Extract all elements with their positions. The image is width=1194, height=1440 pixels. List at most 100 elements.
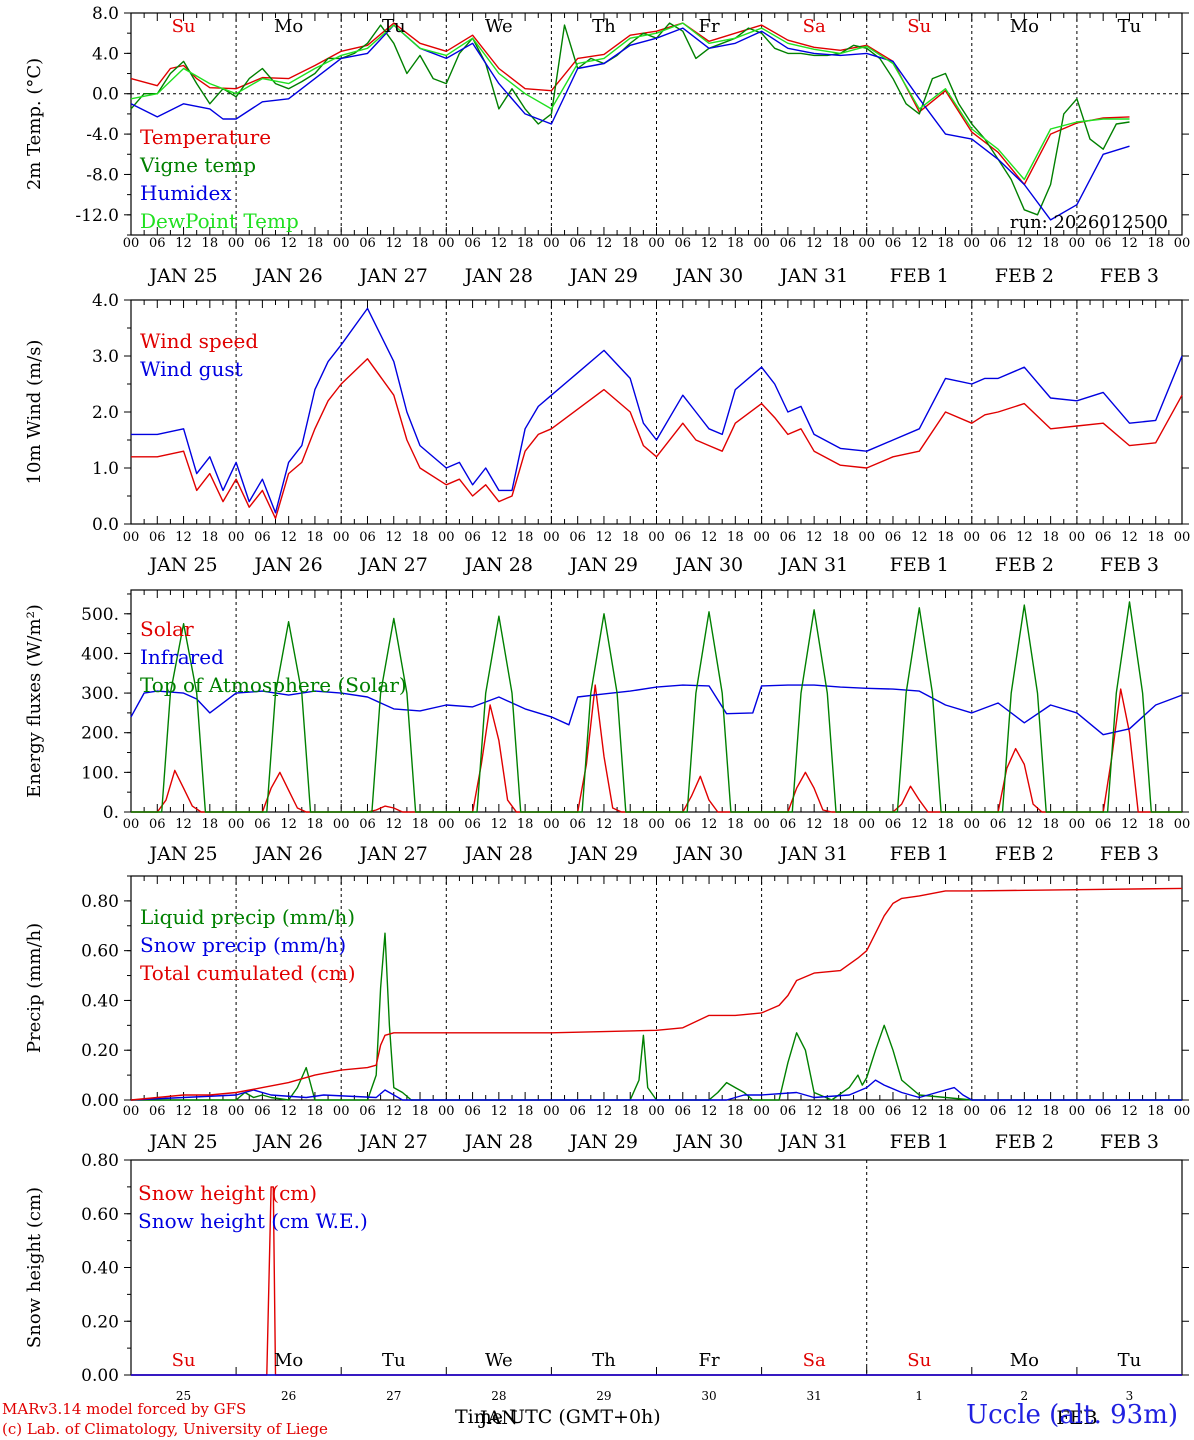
- y-tick-label: 3.0: [92, 347, 119, 367]
- legend-entry: Humidex: [140, 181, 232, 205]
- hour-tick-label: 12: [1016, 1104, 1033, 1119]
- weekday-label: Tu: [382, 1350, 406, 1371]
- weekday-label: Su: [172, 1350, 196, 1371]
- hour-tick-label: 06: [780, 530, 797, 545]
- weekday-label: Mo: [1010, 1350, 1039, 1371]
- hour-tick-label: 06: [254, 1104, 271, 1119]
- day-label: JAN 27: [358, 554, 428, 576]
- hour-tick-label: 12: [1016, 530, 1033, 545]
- day-label: FEB 1: [890, 265, 949, 287]
- weekday-label: Mo: [1010, 16, 1039, 37]
- y-tick-label: 0.60: [81, 1205, 119, 1225]
- weekday-label: Th: [592, 1350, 616, 1371]
- series-line-temperature: [130, 22, 1130, 186]
- y-tick-label: -4.0: [86, 125, 119, 145]
- hour-tick-label: 00: [964, 1104, 981, 1119]
- hour-tick-label: 18: [202, 817, 219, 832]
- hour-tick-label: 18: [727, 1104, 744, 1119]
- hour-tick-label: 06: [569, 1104, 586, 1119]
- hour-tick-label: 12: [701, 530, 718, 545]
- series-line-wind-gust: [131, 307, 1183, 514]
- y-tick-label: 0.20: [81, 1312, 119, 1332]
- hour-tick-label: 18: [622, 236, 639, 251]
- series-line-vigne-temp: [130, 22, 1130, 216]
- y-axis-label: Precip (mm/h): [24, 923, 45, 1053]
- weekday-label: Su: [907, 1350, 931, 1371]
- hour-tick-label: 18: [937, 817, 954, 832]
- day-label: FEB 3: [1100, 265, 1159, 287]
- hour-tick-label: 00: [543, 530, 560, 545]
- hour-tick-label: 06: [885, 236, 902, 251]
- y-axis-label: 10m Wind (m/s): [24, 340, 45, 485]
- series-line-top-of-atmosphere-solar: [131, 601, 1182, 813]
- x-axis-title: Time UTC (GMT+0h): [455, 1406, 661, 1428]
- hour-tick-label: 18: [412, 817, 429, 832]
- hour-tick-label: 18: [1147, 236, 1164, 251]
- hour-tick-label: 12: [385, 817, 402, 832]
- hour-tick-label: 06: [149, 1104, 166, 1119]
- hour-tick-label: 18: [1147, 817, 1164, 832]
- weekday-label: Fr: [699, 16, 720, 37]
- hour-tick-label: 12: [491, 236, 508, 251]
- day-label: JAN 31: [778, 1131, 848, 1153]
- hour-tick-label: 18: [517, 1104, 534, 1119]
- day-label: FEB 1: [890, 554, 949, 576]
- weekday-label: Tu: [1118, 1350, 1142, 1371]
- hour-tick-label: 12: [701, 236, 718, 251]
- legend-entry: Solar: [140, 617, 194, 641]
- hour-tick-label: 18: [1042, 236, 1059, 251]
- hour-tick-label: 00: [543, 1104, 560, 1119]
- day-label: FEB 2: [995, 265, 1054, 287]
- hour-tick-label: 18: [1147, 530, 1164, 545]
- hour-tick-label: 12: [911, 236, 928, 251]
- legend-entry: Infrared: [140, 645, 224, 669]
- hour-tick-label: 18: [517, 817, 534, 832]
- y-tick-label: 0.: [103, 803, 119, 823]
- hour-tick-label: 12: [806, 236, 823, 251]
- hour-tick-label: 06: [569, 817, 586, 832]
- day-label: JAN 25: [147, 843, 217, 865]
- day-label: JAN 31: [778, 843, 848, 865]
- hour-tick-label: 00: [228, 817, 245, 832]
- series-line-dewpoint-temp: [130, 22, 1130, 181]
- hour-tick-label: 00: [753, 1104, 770, 1119]
- y-tick-label: 500.: [81, 605, 119, 625]
- hour-tick-label: 18: [937, 1104, 954, 1119]
- day-label: JAN 26: [253, 1131, 323, 1153]
- snow-day-number: 28: [491, 1389, 506, 1403]
- weekday-label: Mo: [274, 16, 303, 37]
- day-label: JAN 26: [253, 265, 323, 287]
- day-label: JAN 30: [673, 843, 743, 865]
- hour-tick-label: 18: [832, 530, 849, 545]
- hour-tick-label: 06: [359, 1104, 376, 1119]
- day-label: JAN 27: [358, 1131, 428, 1153]
- hour-tick-label: 18: [1147, 1104, 1164, 1119]
- day-label: JAN 29: [568, 554, 638, 576]
- hour-tick-label: 18: [1042, 1104, 1059, 1119]
- hour-tick-label: 06: [464, 236, 481, 251]
- hour-tick-label: 06: [780, 236, 797, 251]
- hour-tick-label: 06: [1095, 530, 1112, 545]
- hour-tick-label: 18: [622, 817, 639, 832]
- hour-tick-label: 12: [1016, 236, 1033, 251]
- hour-tick-label: 06: [359, 236, 376, 251]
- hour-tick-label: 06: [254, 236, 271, 251]
- hour-tick-label: 00: [333, 1104, 350, 1119]
- hour-tick-label: 18: [727, 817, 744, 832]
- hour-tick-label: 06: [569, 236, 586, 251]
- snow-day-number: 31: [807, 1389, 822, 1403]
- hour-tick-label: 12: [385, 530, 402, 545]
- snow-day-number: 2: [1021, 1389, 1029, 1403]
- day-label: JAN 27: [358, 265, 428, 287]
- hour-tick-label: 06: [464, 1104, 481, 1119]
- hour-tick-label: 00: [964, 817, 981, 832]
- weekday-label: Mo: [274, 1350, 303, 1371]
- station-label: Uccle (alt. 93m): [966, 1400, 1178, 1430]
- y-tick-label: 0.80: [81, 892, 119, 912]
- day-label: JAN 31: [778, 265, 848, 287]
- hour-tick-label: 18: [307, 530, 324, 545]
- hour-tick-label: 12: [806, 1104, 823, 1119]
- hour-tick-label: 00: [1069, 530, 1086, 545]
- hour-tick-label: 18: [412, 236, 429, 251]
- hour-tick-label: 12: [1121, 236, 1138, 251]
